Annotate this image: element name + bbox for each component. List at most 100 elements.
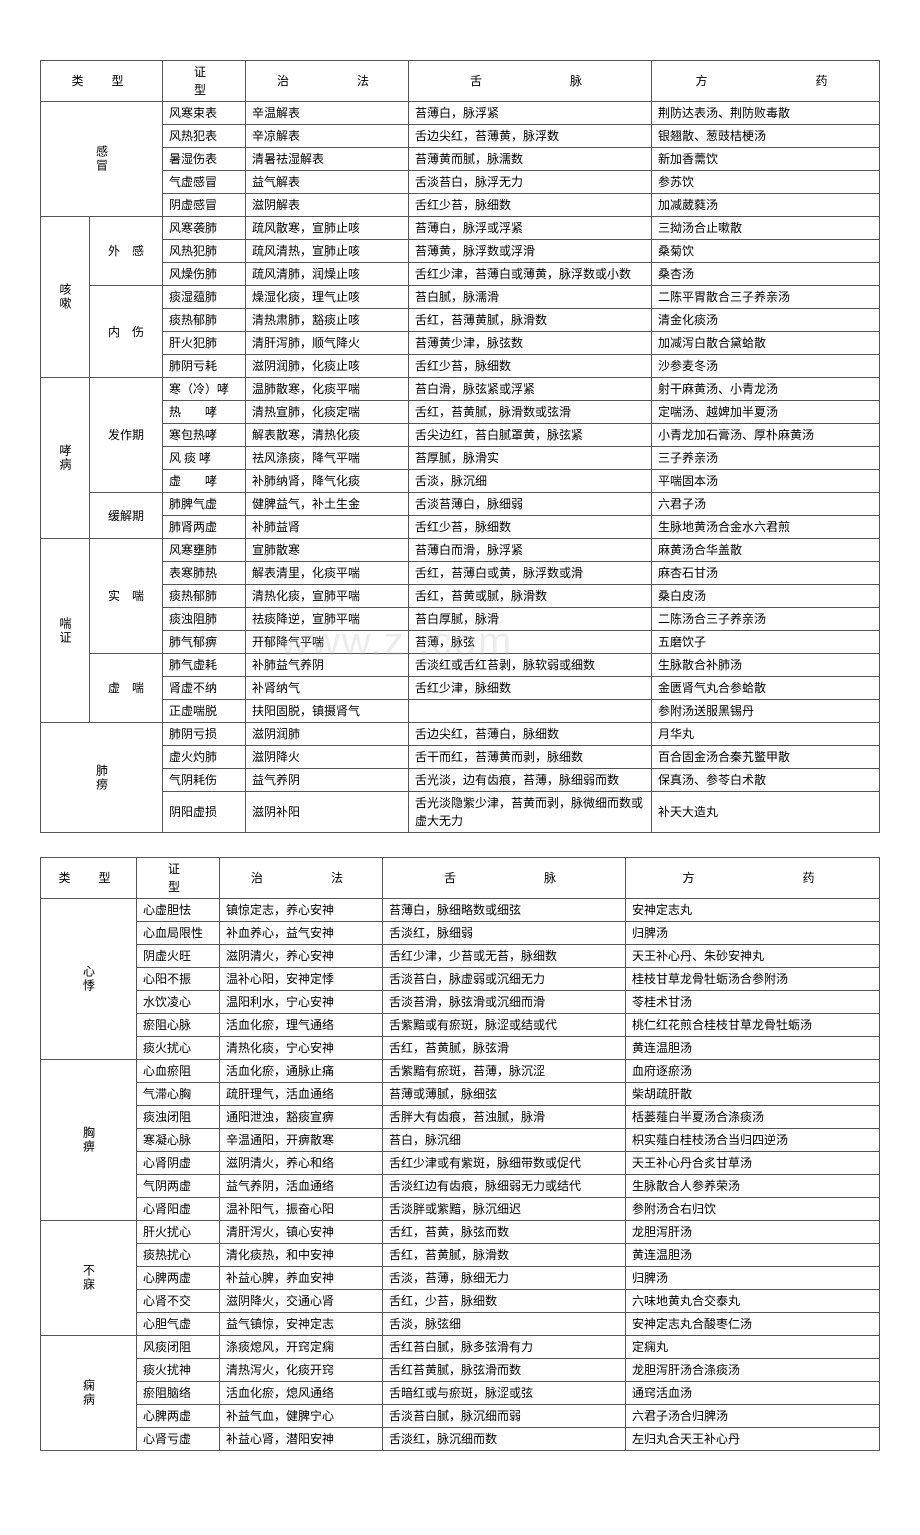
formula-cell: 平喘固本汤 [652,470,880,493]
disease-cell: 哮病 [41,378,90,539]
tongue-pulse-cell: 舌红少津，少苔或无苔，脉细数 [383,945,626,968]
tongue-pulse-cell: 舌淡红或舌红苔剥，脉软弱或细数 [409,654,652,677]
tongue-pulse-cell: 舌尖边红，苔白腻罩黄，脉弦紧 [409,424,652,447]
formula-cell: 补天大造丸 [652,792,880,833]
formula-cell: 安神定志丸 [626,899,880,922]
disease-cell: 痫病 [41,1336,137,1451]
syndrome-cell: 热 哮 [163,401,246,424]
tongue-pulse-cell: 舌红苔黄腻，脉弦滑而数 [383,1359,626,1382]
disease-cell: 不寐 [41,1221,137,1336]
method-cell: 益气养阴，活血通络 [220,1175,383,1198]
tongue-pulse-cell: 苔薄黄，脉浮数或浮滑 [409,240,652,263]
subtype-cell: 发作期 [90,378,163,493]
syndrome-cell: 痰浊阻肺 [163,608,246,631]
tongue-pulse-cell: 舌边尖红，苔薄黄，脉浮数 [409,125,652,148]
formula-cell: 参附汤合右归饮 [626,1198,880,1221]
syndrome-cell: 气虚感冒 [163,171,246,194]
table-row: 阴阳虚损滋阴补阳舌光淡隐紫少津，苔黄而剥，脉微细而数或虚大无力补天大造丸 [41,792,880,833]
table-row: 水饮凌心温阳利水，宁心安神舌淡苔滑，脉弦滑或沉细而滑苓桂术甘汤 [41,991,880,1014]
method-cell: 祛痰降逆，宣肺平喘 [246,608,409,631]
formula-cell: 百合固金汤合秦艽鳖甲散 [652,746,880,769]
disease-cell: 感冒 [41,102,163,217]
syndrome-cell: 瘀阻心脉 [137,1014,220,1037]
tongue-pulse-cell: 苔薄或薄腻，脉细弦 [383,1083,626,1106]
syndrome-cell: 阴虚火旺 [137,945,220,968]
table-row: 心悸心虚胆怯镇惊定志，养心安神苔薄白，脉细略数或细弦安神定志丸 [41,899,880,922]
table-row: 肾虚不纳补肾纳气舌红少津，脉细数金匮肾气丸合参蛤散 [41,677,880,700]
syndrome-cell: 肝火扰心 [137,1221,220,1244]
syndrome-cell: 痰热扰心 [137,1244,220,1267]
formula-cell: 归脾汤 [626,922,880,945]
formula-cell: 二陈平胃散合三子养亲汤 [652,286,880,309]
syndrome-cell: 痰火扰神 [137,1359,220,1382]
table-row: 心肾亏虚补益心肾，潜阳安神舌淡红，脉沉细而数左归丸合天王补心丹 [41,1428,880,1451]
formula-cell: 加减泻白散合黛蛤散 [652,332,880,355]
formula-cell: 桃仁红花煎合桂枝甘草龙骨牡蛎汤 [626,1014,880,1037]
method-cell: 疏风清热，宣肺止咳 [246,240,409,263]
table-row: 阴虚感冒滋阴解表舌红少苔，脉细数加减葳蕤汤 [41,194,880,217]
tongue-pulse-cell: 舌红，苔黄腻，脉弦滑 [383,1037,626,1060]
tongue-pulse-cell: 舌红少津，脉细数 [409,677,652,700]
column-header: 治 法 [246,61,409,102]
method-cell: 补肺纳肾，降气化痰 [246,470,409,493]
method-cell: 开郁降气平喘 [246,631,409,654]
tongue-pulse-cell: 舌红，苔黄，脉弦而数 [383,1221,626,1244]
formula-cell: 安神定志丸合酸枣仁汤 [626,1313,880,1336]
formula-cell: 定喘汤、越婢加半夏汤 [652,401,880,424]
syndrome-cell: 寒凝心脉 [137,1129,220,1152]
syndrome-cell: 虚 哮 [163,470,246,493]
formula-cell: 归脾汤 [626,1267,880,1290]
method-cell: 活血化瘀，熄风通络 [220,1382,383,1405]
formula-cell: 龙胆泻肝汤合涤痰汤 [626,1359,880,1382]
table-row: 肺肾两虚补肺益肾舌红少苔，脉细数生脉地黄汤合金水六君煎 [41,516,880,539]
formula-cell: 清金化痰汤 [652,309,880,332]
tongue-pulse-cell: 苔薄白，脉浮紧 [409,102,652,125]
formula-cell: 沙参麦冬汤 [652,355,880,378]
method-cell: 滋阴清火，养心安神 [220,945,383,968]
syndrome-cell: 痰湿蕴肺 [163,286,246,309]
method-cell: 滋阴清火，养心和络 [220,1152,383,1175]
tongue-pulse-cell: 舌边尖红，苔薄白，脉细数 [409,723,652,746]
column-header: 证 型 [163,61,246,102]
method-cell: 滋阴降火，交通心肾 [220,1290,383,1313]
formula-cell: 通窍活血汤 [626,1382,880,1405]
syndrome-cell: 心脾两虚 [137,1267,220,1290]
syndrome-cell: 心肾阳虚 [137,1198,220,1221]
tongue-pulse-cell: 苔厚腻，脉滑实 [409,447,652,470]
method-cell: 清热肃肺，豁痰止咳 [246,309,409,332]
syndrome-cell: 风痰闭阻 [137,1336,220,1359]
table-row: 心胆气虚益气镇惊，安神定志舌淡，脉弦细安神定志丸合酸枣仁汤 [41,1313,880,1336]
method-cell: 温阳利水，宁心安神 [220,991,383,1014]
syndrome-cell: 气阴耗伤 [163,769,246,792]
tongue-pulse-cell: 舌光淡，边有齿痕，苔薄，脉细弱而数 [409,769,652,792]
disease-cell: 心悸 [41,899,137,1060]
method-cell: 补肺益肾 [246,516,409,539]
method-cell: 滋阴解表 [246,194,409,217]
method-cell: 补肺益气养阴 [246,654,409,677]
method-cell: 补益心肾，潜阳安神 [220,1428,383,1451]
table-row: 心阳不振温补心阳，安神定悸舌淡苔白，脉虚弱或沉细无力桂枝甘草龙骨牡蛎汤合参附汤 [41,968,880,991]
subtype-cell: 虚 喘 [90,654,163,723]
table-row: 风 痰 哮祛风涤痰，降气平喘苔厚腻，脉滑实三子养亲汤 [41,447,880,470]
tongue-pulse-cell: 舌淡胖或紫黯，脉沉细迟 [383,1198,626,1221]
syndrome-cell: 心阳不振 [137,968,220,991]
syndrome-cell: 风燥伤肺 [163,263,246,286]
syndrome-cell: 正虚喘脱 [163,700,246,723]
table-row: 胸痹心血瘀阻活血化瘀，通脉止痛舌紫黯有瘀斑，苔薄，脉沉涩血府逐瘀汤 [41,1060,880,1083]
table-row: 虚 哮补肺纳肾，降气化痰舌淡，脉沉细平喘固本汤 [41,470,880,493]
tcm-table-1: 类 型证 型治 法舌 脉方 药感冒风寒束表辛温解表苔薄白，脉浮紧荆防达表汤、荆防… [40,60,880,833]
tongue-pulse-cell: 苔白腻，脉濡滑 [409,286,652,309]
tongue-pulse-cell: 舌淡苔白腻，脉沉细而弱 [383,1405,626,1428]
method-cell: 健脾益气，补土生金 [246,493,409,516]
method-cell: 辛温通阳，开痹散寒 [220,1129,383,1152]
syndrome-cell: 心血局限性 [137,922,220,945]
syndrome-cell: 暑湿伤表 [163,148,246,171]
method-cell: 补肾纳气 [246,677,409,700]
table-row: 表寒肺热解表清里，化痰平喘舌红，苔薄白或黄，脉浮数或滑麻杏石甘汤 [41,562,880,585]
tongue-pulse-cell: 舌光淡隐紫少津，苔黄而剥，脉微细而数或虚大无力 [409,792,652,833]
method-cell: 解表散寒，清热化痰 [246,424,409,447]
formula-cell: 小青龙加石膏汤、厚朴麻黄汤 [652,424,880,447]
table-row: 缓解期肺脾气虚健脾益气，补土生金舌淡苔薄白，脉细弱六君子汤 [41,493,880,516]
tongue-pulse-cell: 舌淡红边有齿痕，脉细弱无力或结代 [383,1175,626,1198]
table-row: 虚 喘肺气虚耗补肺益气养阴舌淡红或舌红苔剥，脉软弱或细数生脉散合补肺汤 [41,654,880,677]
